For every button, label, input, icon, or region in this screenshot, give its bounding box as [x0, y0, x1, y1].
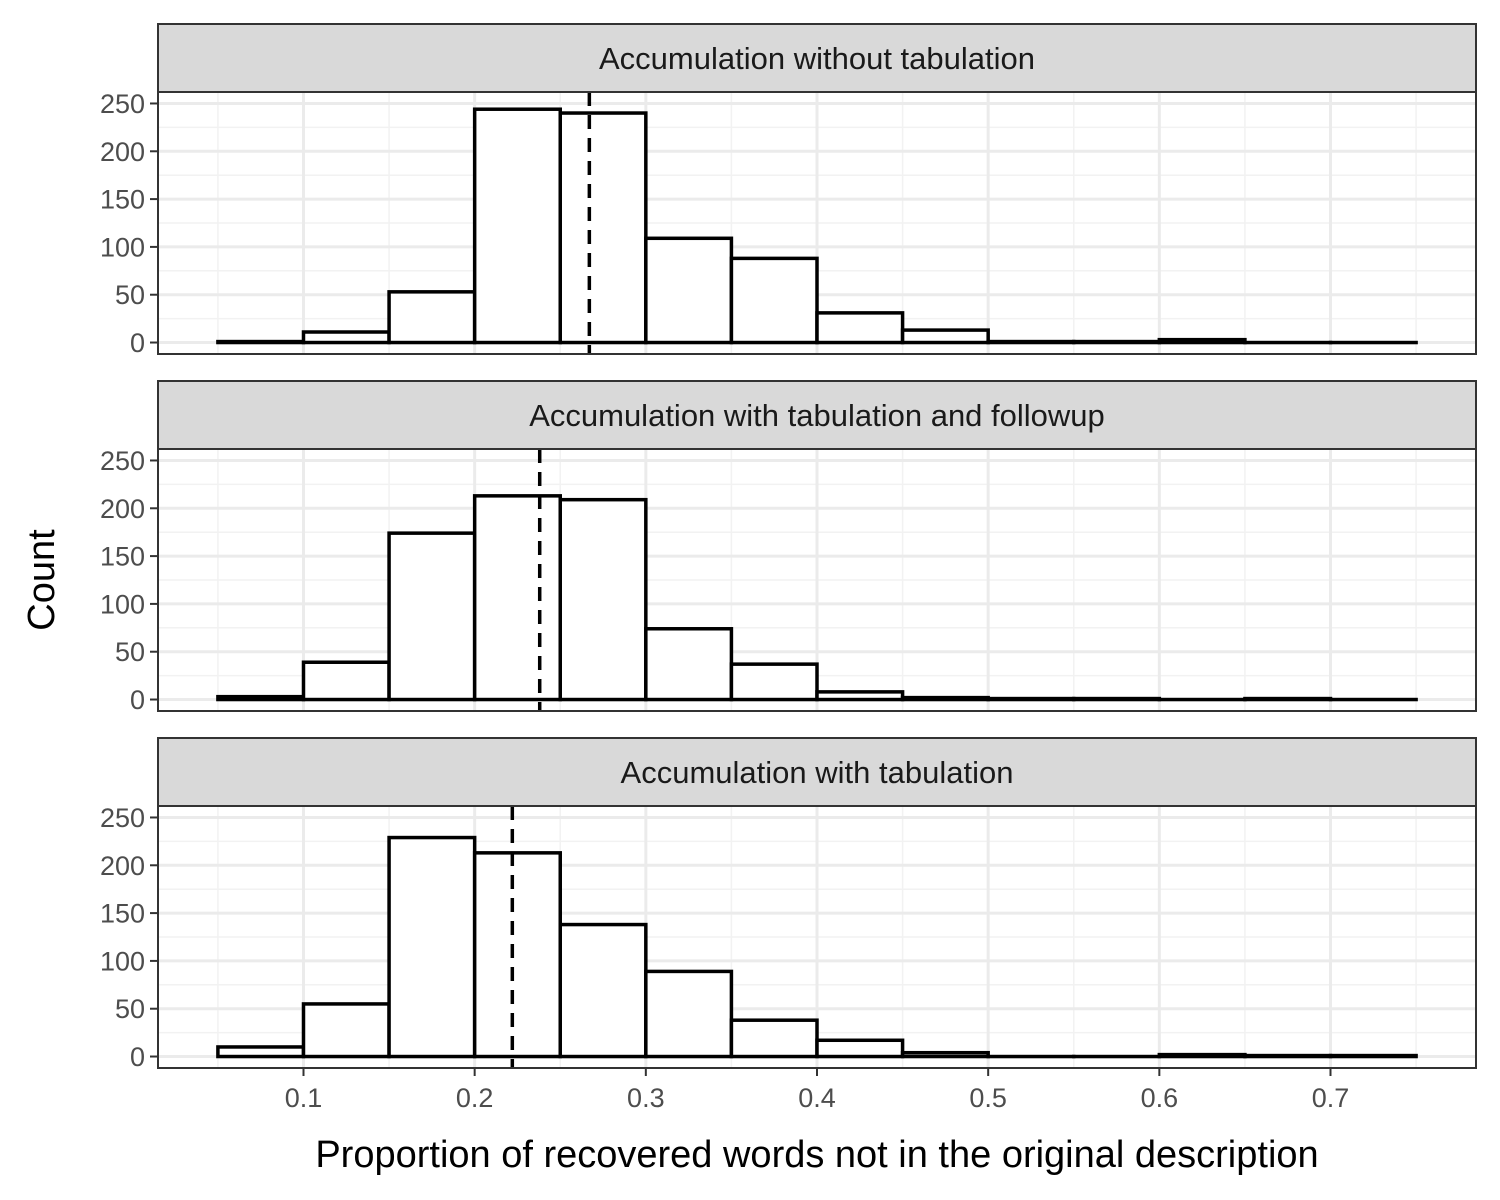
histogram-bar [729, 256, 819, 345]
histogram-bars [216, 494, 1418, 702]
histogram-bars [216, 107, 1418, 345]
y-tick-label: 0 [130, 1042, 145, 1072]
facet-panel: Accumulation with tabulation 0 50 100 150 200… [100, 737, 1477, 1072]
histogram-bar [216, 1045, 306, 1059]
y-tick-label: 150 [100, 185, 145, 215]
x-tick-label: 0.6 [1141, 1083, 1179, 1113]
y-tick-label: 50 [115, 280, 145, 310]
x-tick-label: 0.7 [1312, 1083, 1350, 1113]
y-tick-label: 50 [115, 994, 145, 1024]
histogram-bar [1157, 1052, 1247, 1059]
histogram-bar [1243, 1053, 1333, 1059]
facet-panel: Accumulation with tabulation and followu… [100, 380, 1477, 715]
histogram-bar [986, 696, 1076, 702]
y-axis: 0 50 100 150 200 250 [100, 89, 158, 358]
histogram-bar [301, 330, 391, 345]
histogram-bar [216, 339, 306, 345]
histogram-bar [558, 497, 648, 702]
histogram-bar [815, 1038, 905, 1059]
x-tick-label: 0.2 [456, 1083, 494, 1113]
histogram-bar [472, 851, 562, 1059]
histogram-bar [1328, 1053, 1418, 1059]
histogram-bar [815, 311, 905, 345]
facet-panel: Accumulation without tabulation 0 50 100 150… [100, 23, 1477, 358]
histogram-bar [644, 627, 734, 702]
histogram-bar [472, 107, 562, 345]
y-axis: 0 50 100 150 200 250 [100, 803, 158, 1072]
histogram-bar [1072, 339, 1162, 345]
x-axis-title: Proportion of recovered words not in the… [315, 1134, 1318, 1176]
y-axis-title: Count [21, 529, 63, 631]
histogram-bar [729, 1018, 819, 1059]
histogram-bar [1157, 337, 1247, 345]
histogram-bar [644, 236, 734, 345]
histogram-bar [1072, 696, 1162, 702]
histogram-bars [216, 835, 1418, 1059]
histogram-bar [729, 662, 819, 702]
histogram-bar [387, 531, 477, 702]
y-tick-label: 200 [100, 494, 145, 524]
x-axis: 0.1 0.2 0.3 0.4 0.5 0.6 0.7 [285, 1068, 1350, 1113]
histogram-bar [216, 694, 306, 702]
histogram-bar [301, 1002, 391, 1059]
x-tick-label: 0.4 [798, 1083, 836, 1113]
x-tick-label: 0.5 [969, 1083, 1007, 1113]
y-tick-label: 250 [100, 446, 145, 476]
histogram-bar [387, 290, 477, 345]
panels: Accumulation without tabulation 0 50 100 150… [100, 23, 1477, 1072]
facet-strip [157, 737, 1477, 807]
facet-title: Accumulation with tabulation [621, 755, 1014, 790]
y-tick-label: 0 [130, 685, 145, 715]
y-tick-label: 100 [100, 232, 145, 262]
histogram-bar [558, 111, 648, 345]
histogram-bar [387, 835, 477, 1059]
histogram-bar [815, 690, 905, 702]
y-tick-label: 250 [100, 803, 145, 833]
histogram-bar [900, 695, 990, 702]
histogram-bar [472, 494, 562, 702]
y-tick-label: 50 [115, 637, 145, 667]
histogram-bar [900, 328, 990, 345]
panel-border [157, 448, 1477, 712]
x-tick-label: 0.3 [627, 1083, 665, 1113]
y-tick-label: 150 [100, 542, 145, 572]
facet-strip [157, 23, 1477, 93]
facet-title: Accumulation with tabulation and followu… [529, 398, 1105, 433]
y-tick-label: 0 [130, 328, 145, 358]
x-tick-label: 0.1 [285, 1083, 323, 1113]
y-axis: 0 50 100 150 200 250 [100, 446, 158, 715]
y-tick-label: 150 [100, 899, 145, 929]
histogram-bar [1243, 696, 1333, 702]
histogram-bar [644, 969, 734, 1059]
y-tick-label: 100 [100, 946, 145, 976]
panel-border [157, 91, 1477, 355]
histogram-bar [900, 1050, 990, 1059]
histogram-bar [986, 339, 1076, 345]
y-tick-label: 200 [100, 851, 145, 881]
y-tick-label: 200 [100, 137, 145, 167]
facet-strip [157, 380, 1477, 450]
y-tick-label: 250 [100, 89, 145, 119]
facet-title: Accumulation without tabulation [599, 41, 1035, 76]
histogram-bar [558, 922, 648, 1059]
histogram-bar [301, 660, 391, 702]
y-tick-label: 100 [100, 589, 145, 619]
